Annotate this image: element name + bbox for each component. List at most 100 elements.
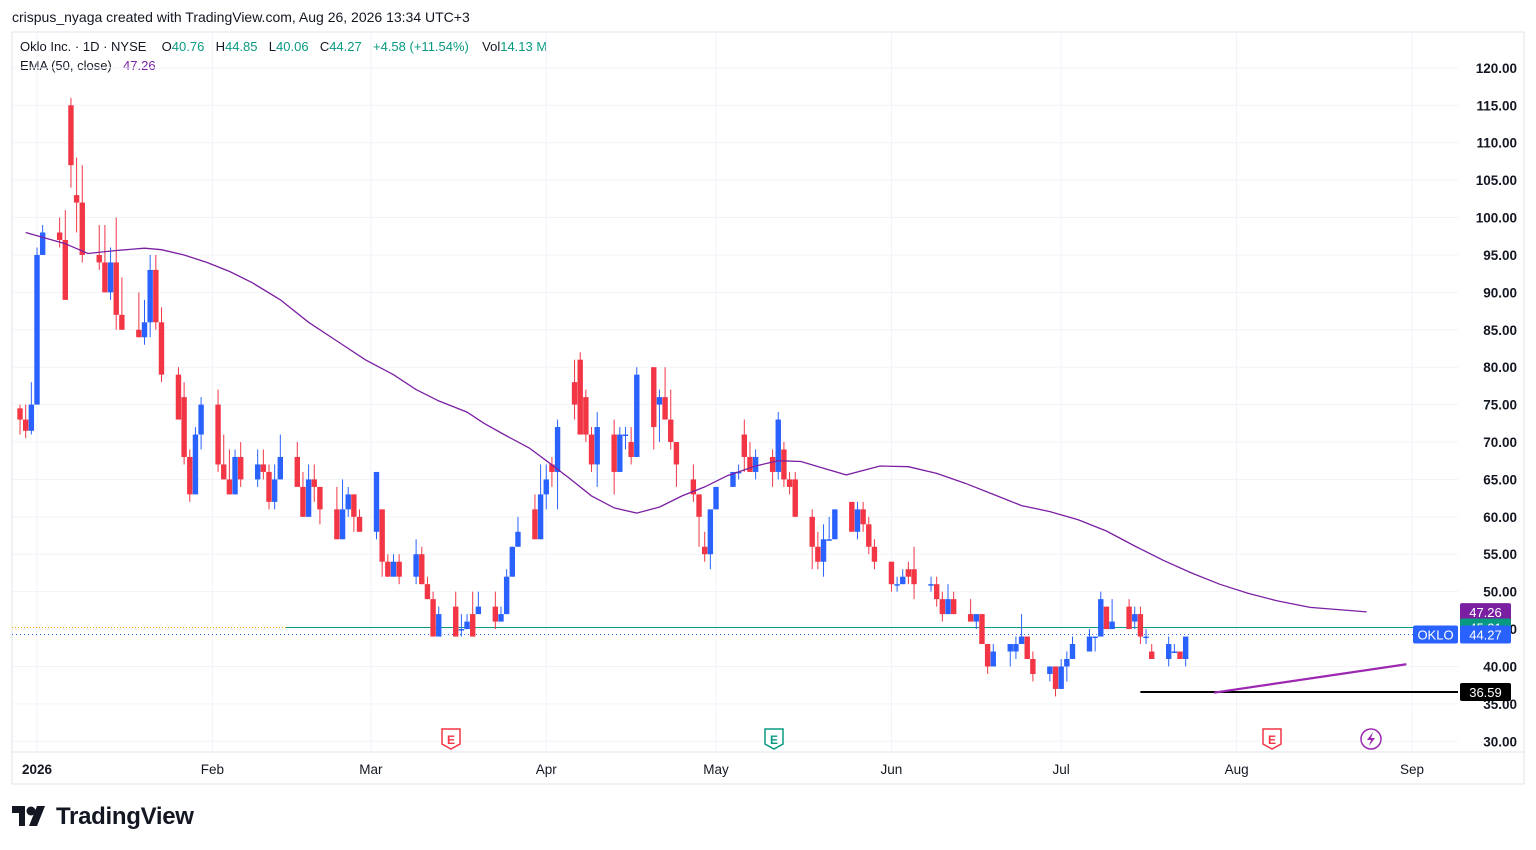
candle [254, 449, 261, 487]
ticker-label: OKLO [1417, 628, 1453, 643]
candle-body [1058, 666, 1064, 689]
candle-body [492, 606, 499, 622]
candle-body [967, 614, 974, 622]
ema-50-line [25, 231, 1367, 613]
candle [192, 427, 199, 495]
candle [786, 471, 793, 495]
candle-body [769, 456, 776, 472]
candle-body [271, 479, 278, 502]
candle-body [356, 516, 363, 532]
candle [809, 509, 815, 570]
candle [356, 509, 363, 532]
candle-body [419, 554, 425, 585]
candle-body [747, 456, 753, 472]
candle [1047, 666, 1053, 682]
candle-body [701, 546, 708, 555]
candle-body [781, 449, 787, 480]
candle [469, 591, 476, 637]
candle [849, 501, 855, 532]
candle-body [96, 254, 102, 263]
candle-body [713, 486, 719, 510]
candle [775, 412, 781, 480]
candle-body [741, 434, 748, 457]
y-tick-label: 75.00 [1483, 398, 1517, 413]
y-tick-label: 85.00 [1483, 323, 1517, 338]
x-tick-label: Jun [881, 762, 903, 777]
candle-body [373, 471, 380, 532]
candle-body [413, 554, 419, 577]
candle [28, 382, 35, 435]
ema-label[interactable]: EMA (50, close) [20, 58, 112, 73]
candle-body [990, 651, 996, 667]
candle [492, 591, 499, 630]
candle-body [950, 599, 957, 615]
candle [1092, 636, 1098, 652]
earnings-marker: E [764, 728, 784, 750]
candle [294, 442, 300, 487]
candle-body [79, 202, 85, 255]
candle [1182, 636, 1189, 667]
chart-frame [11, 31, 1525, 785]
candle-body [56, 232, 63, 240]
high-label: H [215, 39, 225, 54]
candle-body [62, 239, 68, 300]
candle [221, 434, 227, 480]
candle [1024, 636, 1030, 659]
candle [277, 434, 284, 480]
candle-body [430, 599, 436, 637]
candle [594, 412, 600, 487]
candle-body [436, 614, 442, 637]
x-tick-label: Feb [201, 762, 224, 777]
candle [1149, 644, 1155, 659]
candle [860, 501, 866, 532]
candle [1064, 651, 1070, 682]
candle [79, 165, 85, 263]
candle [826, 516, 832, 541]
candle [396, 554, 402, 585]
symbol-legend[interactable]: Oklo Inc. · 1D · NYSE O40.76 H44.85 L40.… [20, 39, 547, 54]
candle-body [1064, 658, 1070, 667]
x-tick-label: Apr [536, 762, 558, 777]
candle-body [254, 464, 261, 480]
volume-value: 14.13 M [500, 39, 548, 54]
candle [266, 464, 272, 510]
y-tick-label: 50.00 [1483, 585, 1517, 600]
candle-body [707, 509, 714, 555]
candle [1007, 644, 1013, 667]
candle-body [617, 434, 623, 472]
candle [339, 479, 346, 540]
candle [311, 464, 317, 502]
candle [1098, 591, 1104, 637]
candle-body [973, 614, 980, 622]
tradingview-logo-icon [12, 806, 45, 826]
candle [752, 449, 759, 480]
reference-lines [12, 626, 1458, 693]
candle-body [1165, 644, 1172, 659]
ema-legend[interactable]: EMA (50, close) 47.26 [20, 58, 156, 73]
earnings-marker-shape [1262, 728, 1282, 750]
candle-body [503, 576, 510, 615]
candle-body [1137, 614, 1144, 637]
earnings-marker-label: E [1268, 733, 1276, 747]
candle-body [1024, 636, 1030, 659]
candle [656, 389, 663, 443]
candle [1069, 636, 1076, 659]
candle-body [39, 232, 46, 255]
candle-body [984, 644, 991, 667]
symbol-name[interactable]: Oklo Inc. · 1D · NYSE [20, 39, 147, 54]
y-tick-label: 105.00 [1476, 173, 1517, 188]
candle-body [1143, 636, 1149, 639]
candle-body [34, 254, 40, 405]
candle-body [905, 569, 912, 577]
candle [668, 389, 674, 450]
candle [17, 404, 23, 435]
candle-body [611, 434, 617, 472]
tradingview-logo: TradingView [12, 803, 194, 831]
candle [1030, 651, 1036, 682]
candle-body [656, 397, 663, 405]
candle-body [396, 561, 402, 577]
candle [549, 456, 555, 487]
candle-body [1132, 614, 1138, 622]
candle-body [809, 516, 815, 547]
